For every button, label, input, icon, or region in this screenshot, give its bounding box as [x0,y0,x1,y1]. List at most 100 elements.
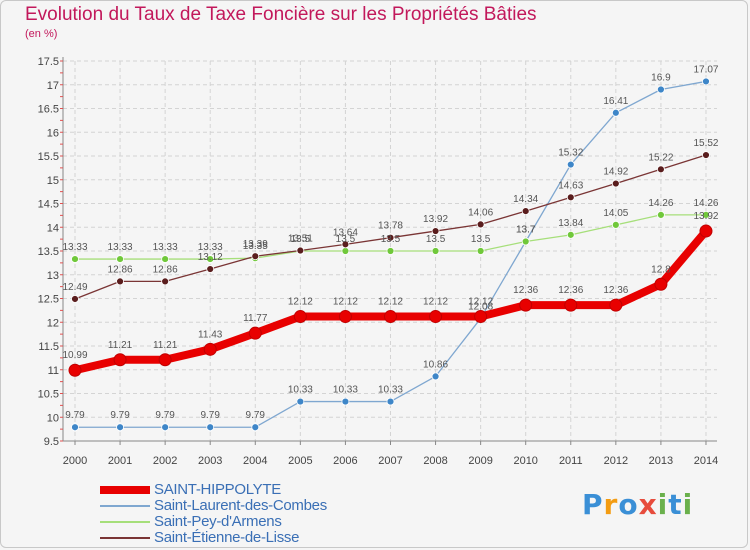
data-point-saint-pey-d-armens [521,237,530,246]
y-tick-label: 15.5 [38,151,59,163]
x-tick-label: 2011 [559,455,583,467]
y-tick-label: 15 [47,175,59,187]
data-point-saint-tienne-de-lisse [296,246,305,255]
data-label-saint-hippolyte: 11.77 [243,313,268,324]
data-point-saint-hippolyte [113,353,127,367]
data-label-saint-tienne-de-lisse: 12.49 [62,282,87,293]
data-point-saint-pey-d-armens [161,255,170,263]
data-label-saint-tienne-de-lisse: 12.86 [153,264,178,275]
data-point-saint-hippolyte [564,298,578,312]
y-tick-label: 16.5 [38,104,59,116]
data-point-saint-laurent-des-combes [251,423,260,432]
data-label-saint-laurent-des-combes: 9.79 [200,410,220,421]
line-chart: 9.5 10 10.5 11 11.5 12 12.5 13 13.5 14 14.5 15 15.5 1… [38,56,719,467]
logo-letter: x [638,488,658,521]
legend-swatch [100,505,150,507]
y-tick-label: 11.5 [38,341,59,353]
legend-label: SAINT-HIPPOLYTE [154,481,281,498]
data-label-saint-tienne-de-lisse: 13.51 [288,234,313,245]
data-label-saint-laurent-des-combes: 10.33 [378,385,403,396]
data-point-saint-hippolyte [338,310,352,324]
data-point-saint-laurent-des-combes [431,372,440,381]
data-label-saint-hippolyte: 12.12 [423,297,448,308]
axes: 9.5 10 10.5 11 11.5 12 12.5 13 13.5 14 14.5 15 15.5 1… [38,56,719,467]
data-point-saint-laurent-des-combes [296,397,305,406]
legend-swatch [100,537,150,539]
y-tick-label: 13.5 [38,246,59,258]
data-label-saint-pey-d-armens: 13.5 [381,234,401,245]
data-label-saint-tienne-de-lisse: 14.63 [558,180,583,191]
x-tick-label: 2005 [288,455,312,467]
data-label-saint-hippolyte: 12.12 [378,297,403,308]
logo-letter: r [603,488,619,521]
y-tick-label: 16 [47,127,59,139]
logo-letter: t [668,488,683,521]
data-point-saint-hippolyte [203,342,217,356]
legend-label: Saint-Étienne-de-Lisse [154,529,300,546]
data-point-saint-hippolyte [654,277,668,291]
logo-letter: i [657,488,669,521]
data-point-saint-tienne-de-lisse [386,233,395,242]
x-tick-label: 2003 [198,455,222,467]
legend-label: Saint-Laurent-des-Combes [154,497,327,514]
data-label-saint-tienne-de-lisse: 13.64 [333,227,358,238]
data-label-saint-tienne-de-lisse: 14.06 [468,207,493,218]
data-point-saint-tienne-de-lisse [341,240,350,249]
x-tick-label: 2014 [694,455,718,467]
data-label-saint-pey-d-armens: 13.7 [516,225,536,236]
x-tick-label: 2001 [108,455,132,467]
x-tick-label: 2010 [513,455,537,467]
data-point-saint-tienne-de-lisse [431,227,440,235]
data-point-saint-tienne-de-lisse [71,295,79,303]
data-point-saint-pey-d-armens [71,255,79,263]
x-tick-label: 2012 [604,455,628,467]
data-point-saint-laurent-des-combes [206,423,215,432]
data-point-saint-tienne-de-lisse [521,207,530,216]
data-point-saint-pey-d-armens [702,210,710,219]
data-point-saint-tienne-de-lisse [206,265,215,273]
data-point-saint-laurent-des-combes [611,108,620,117]
data-label-saint-pey-d-armens: 13.5 [336,234,356,245]
data-label-saint-hippolyte: 12.36 [603,285,628,296]
series-group [68,77,713,432]
data-label-saint-hippolyte: 12.8 [651,264,671,275]
x-tick-label: 2002 [153,455,177,467]
data-label-saint-laurent-des-combes: 9.79 [246,410,266,421]
logo-letter: P [582,488,604,521]
data-label-saint-hippolyte: 12.36 [558,285,583,296]
data-label-saint-hippolyte: 11.21 [108,340,133,351]
data-label-saint-tienne-de-lisse: 14.92 [603,167,628,178]
data-label-saint-laurent-des-combes: 10.33 [333,385,358,396]
data-point-saint-tienne-de-lisse [657,165,665,174]
data-point-saint-pey-d-armens [341,247,350,255]
data-point-saint-hippolyte [429,310,443,324]
chart-title: Evolution du Taux de Taxe Foncière sur l… [25,4,537,25]
data-point-saint-hippolyte [474,310,488,324]
x-tick-label: 2004 [243,455,267,467]
data-point-saint-laurent-des-combes [161,423,170,432]
y-tick-label: 17 [47,80,59,92]
data-label-saint-laurent-des-combes: 10.86 [423,359,448,370]
data-label-saint-laurent-des-combes: 10.33 [288,385,313,396]
logo-letter: o [618,488,639,521]
data-label-saint-hippolyte: 13.92 [693,211,718,222]
data-label-saint-tienne-de-lisse: 15.22 [648,152,673,163]
data-label-saint-tienne-de-lisse: 13.12 [198,252,223,263]
data-point-saint-pey-d-armens [476,247,485,255]
data-point-saint-hippolyte [609,298,623,312]
y-tick-label: 10 [47,412,59,424]
data-label-saint-laurent-des-combes: 12.08 [468,301,493,312]
x-tick-label: 2008 [423,455,447,467]
data-point-saint-pey-d-armens [431,247,440,255]
data-label-saint-laurent-des-combes: 9.79 [110,410,130,421]
y-unit-label: (en %) [25,28,58,40]
data-point-saint-laurent-des-combes [71,423,79,432]
data-label-saint-hippolyte: 11.21 [153,340,178,351]
data-point-saint-hippolyte [68,363,82,377]
y-tick-label: 12 [47,317,59,329]
data-point-saint-hippolyte [293,310,307,324]
data-label-saint-tienne-de-lisse: 13.92 [423,214,448,225]
data-point-saint-hippolyte [248,326,262,340]
data-label-saint-laurent-des-combes: 17.07 [693,64,718,75]
data-point-saint-tienne-de-lisse [161,277,170,286]
